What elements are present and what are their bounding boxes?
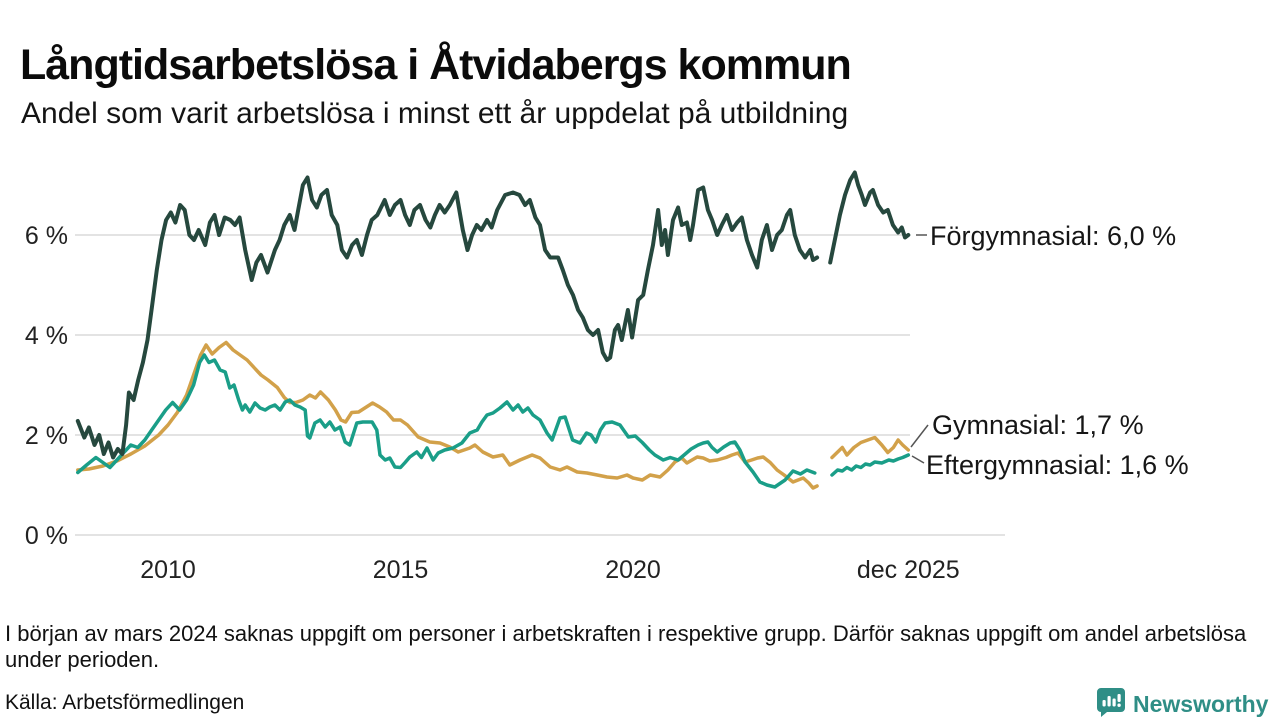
newsworthy-logo[interactable]: Newsworthy	[1096, 687, 1268, 722]
series-end-label-gymnasial: Gymnasial: 1,7 %	[932, 410, 1144, 440]
series-line-forgymnasial	[828, 170, 911, 265]
x-tick-label: 2020	[605, 556, 661, 584]
y-tick-label: 4 %	[25, 322, 68, 350]
series-line-forgymnasial	[75, 175, 820, 460]
x-tick-label: dec 2025	[857, 556, 960, 584]
series-line-eftergymnasial	[76, 353, 817, 489]
series-end-label-forgymnasial: Förgymnasial: 6,0 %	[930, 221, 1177, 251]
label-connector-gymnasial	[910, 424, 929, 448]
y-tick-label: 2 %	[25, 422, 68, 450]
y-tick-label: 6 %	[25, 222, 68, 250]
line-chart: 0 % 2 % 4 % 6 % 2010 2015 2020 dec 2025	[25, 170, 1005, 584]
series-line-eftergymnasial	[830, 453, 911, 477]
label-connector-eftergymnasial	[911, 455, 925, 464]
page-title: Långtidsarbetslösa i Åtvidabergs kommun	[20, 40, 852, 89]
newsworthy-logo-text: Newsworthy	[1133, 691, 1269, 717]
series-line-gymnasial	[830, 435, 911, 460]
y-tick-label: 0 %	[25, 522, 68, 550]
x-tick-label: 2015	[373, 556, 429, 584]
chart-footnote: I början av mars 2024 saknas uppgift om …	[5, 621, 1247, 672]
series-line-gymnasial	[76, 340, 819, 490]
x-tick-label: 2010	[140, 556, 196, 584]
newsworthy-chart-bubble-icon	[1096, 687, 1126, 722]
page-subtitle: Andel som varit arbetslösa i minst ett å…	[21, 97, 849, 130]
series-end-label-eftergymnasial: Eftergymnasial: 1,6 %	[926, 450, 1189, 480]
source-attribution: Källa: Arbetsförmedlingen	[5, 691, 245, 714]
